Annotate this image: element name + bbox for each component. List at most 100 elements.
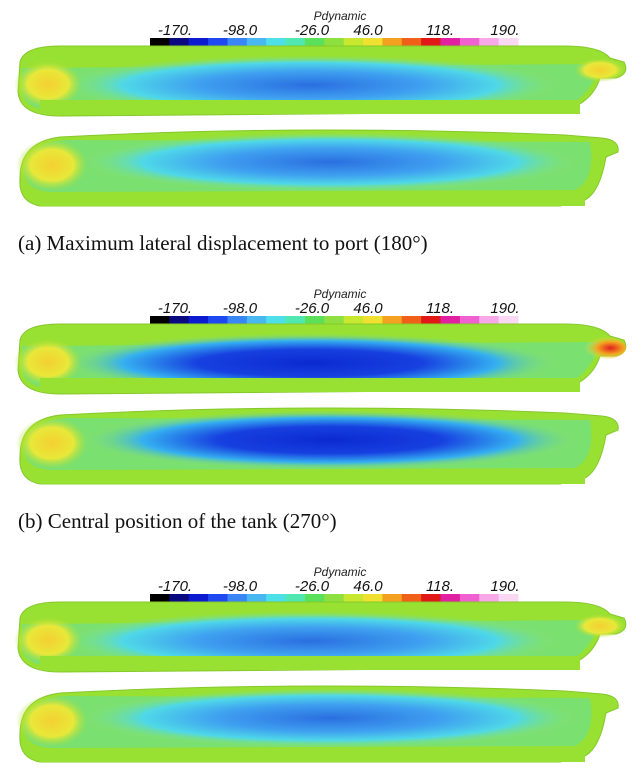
- colorbar-swatch: [324, 316, 345, 325]
- colorbar-swatch: [227, 316, 248, 325]
- colorbar-swatch: [363, 594, 383, 603]
- colorbar-tick-label: -26.0: [295, 22, 330, 39]
- pressure-region: [16, 695, 88, 747]
- colorbar-swatch: [421, 38, 442, 47]
- colorbar-tick-label: 190.: [490, 22, 519, 39]
- pressure-region: [14, 60, 82, 108]
- caption: (b) Central position of the tank (270°): [18, 509, 337, 533]
- colorbar-swatch: [169, 38, 190, 47]
- colorbar-swatch: [440, 594, 461, 603]
- colorbar-tick-label: 46.0: [353, 578, 383, 595]
- colorbar-swatch: [440, 316, 461, 325]
- pressure-region: [16, 417, 88, 469]
- hull-keel: [40, 656, 580, 670]
- colorbar-swatch: [363, 316, 383, 325]
- colorbar-tick-label: 190.: [490, 300, 519, 317]
- colorbar-swatch: [169, 594, 190, 603]
- colorbar-swatch: [304, 594, 325, 603]
- pressure-region: [80, 688, 580, 748]
- colorbar-swatch: [246, 38, 267, 47]
- colorbar-swatch: [246, 594, 267, 603]
- colorbar-swatch: [382, 316, 403, 325]
- colorbar-swatch: [188, 316, 209, 325]
- pressure-region: [574, 614, 626, 638]
- colorbar-tick-label: -26.0: [295, 300, 330, 317]
- colorbar-swatch: [208, 594, 228, 603]
- colorbar-tick-label: -98.0: [223, 300, 258, 317]
- pressure-region: [574, 58, 626, 82]
- colorbar-tick-label: 46.0: [353, 300, 383, 317]
- colorbar-swatch: [208, 38, 228, 47]
- colorbar-swatch: [150, 594, 170, 603]
- colorbar-tick-label: -26.0: [295, 578, 330, 595]
- colorbar-swatch: [343, 594, 364, 603]
- panel: Pdynamic -170. -98.0 -26.0 46.0 118. 190. (a) M…: [14, 9, 627, 255]
- colorbar-tick-label: -98.0: [223, 22, 258, 39]
- colorbar-swatch: [324, 38, 345, 47]
- colorbar-tick-label: -170.: [158, 300, 192, 317]
- colorbar-swatch: [343, 316, 364, 325]
- colorbar-swatch: [324, 594, 345, 603]
- caption: (a) Maximum lateral displacement to port…: [18, 231, 428, 255]
- colorbar-swatch: [401, 316, 422, 325]
- pressure-region: [14, 616, 82, 664]
- colorbar-swatch: [459, 38, 480, 47]
- hull-keel: [40, 192, 585, 206]
- colorbar-tick-label: -170.: [158, 22, 192, 39]
- colorbar-swatch: [150, 316, 170, 325]
- colorbar-swatch: [479, 316, 500, 325]
- colorbar-title: Pdynamic: [314, 565, 367, 579]
- hull-keel: [40, 378, 580, 392]
- colorbar-swatch: [304, 316, 325, 325]
- pressure-region: [80, 410, 580, 470]
- colorbar-tick-label: 118.: [426, 22, 454, 39]
- colorbar-swatch: [382, 594, 403, 603]
- colorbar-tick-label: -98.0: [223, 578, 258, 595]
- colorbar-swatch: [401, 38, 422, 47]
- colorbar-swatch: [266, 594, 287, 603]
- panel: Pdynamic -170. -98.0 -26.0 46.0 118. 190. (b) C…: [14, 287, 627, 533]
- colorbar-swatch: [343, 38, 364, 47]
- colorbar-swatch: [459, 594, 480, 603]
- pressure-region: [574, 336, 626, 360]
- pressure-region: [14, 338, 82, 386]
- colorbar-swatch: [227, 38, 248, 47]
- colorbar-title: Pdynamic: [314, 287, 367, 301]
- colorbar-tick-label: 46.0: [353, 22, 383, 39]
- colorbar-swatch: [208, 316, 228, 325]
- colorbar-swatch: [304, 38, 325, 47]
- colorbar-swatch: [498, 594, 519, 603]
- colorbar-swatch: [382, 38, 403, 47]
- colorbar-swatch: [246, 316, 267, 325]
- colorbar-tick-label: -170.: [158, 578, 192, 595]
- colorbar-swatch: [498, 38, 519, 47]
- colorbar-tick-label: 190.: [490, 578, 519, 595]
- pressure-region: [80, 132, 580, 192]
- colorbar-swatch: [401, 594, 422, 603]
- hull-keel: [40, 470, 585, 484]
- colorbar-swatch: [285, 594, 306, 603]
- colorbar-swatch: [285, 316, 306, 325]
- hull-keel: [40, 100, 580, 114]
- colorbar-tick-label: 118.: [426, 300, 454, 317]
- colorbar-swatch: [421, 316, 442, 325]
- colorbar-swatch: [266, 316, 287, 325]
- colorbar-swatch: [150, 38, 170, 47]
- colorbar-swatch: [459, 316, 480, 325]
- colorbar-swatch: [188, 594, 209, 603]
- colorbar-swatch: [498, 316, 519, 325]
- colorbar-swatch: [421, 594, 442, 603]
- colorbar-tick-label: 118.: [426, 578, 454, 595]
- colorbar-swatch: [440, 38, 461, 47]
- colorbar-swatch: [169, 316, 190, 325]
- colorbar-swatch: [479, 594, 500, 603]
- colorbar-swatch: [363, 38, 383, 47]
- colorbar-title: Pdynamic: [314, 9, 367, 23]
- colorbar-swatch: [479, 38, 500, 47]
- colorbar-swatch: [188, 38, 209, 47]
- pressure-region: [16, 139, 88, 191]
- hull-keel: [40, 748, 585, 762]
- colorbar-swatch: [285, 38, 306, 47]
- colorbar-swatch: [227, 594, 248, 603]
